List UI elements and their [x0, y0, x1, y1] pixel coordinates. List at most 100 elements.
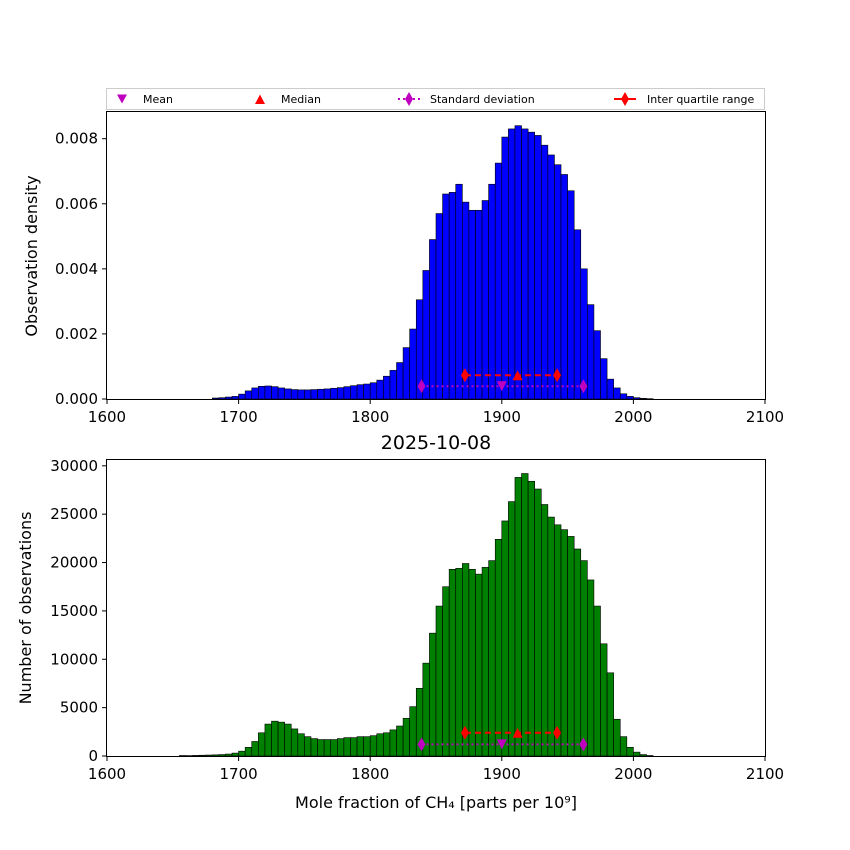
counts-y-axis-label: Number of observations	[16, 512, 35, 705]
density-bar	[350, 385, 358, 400]
density-bar	[633, 397, 641, 400]
mean-marker-icon	[117, 94, 127, 104]
counts-bar	[244, 746, 253, 757]
density-bar	[409, 328, 417, 400]
density-std-endpoint	[579, 379, 588, 394]
counts-bar	[251, 741, 259, 757]
density-bar	[481, 200, 489, 400]
density-bar	[343, 386, 351, 400]
counts-axes-frame	[106, 459, 766, 757]
counts-bar	[258, 732, 266, 757]
density-bar	[442, 193, 450, 400]
counts-bar	[205, 754, 213, 757]
counts-y-tick-label: 30000	[50, 457, 98, 475]
density-bar	[527, 131, 535, 400]
counts-y-tick-label: 5000	[60, 699, 98, 717]
counts-bar	[396, 725, 404, 757]
counts-bar	[343, 737, 351, 757]
counts-bar	[409, 706, 417, 757]
counts-iqr-endpoint	[553, 725, 562, 740]
counts-bar	[317, 739, 325, 757]
counts-bar	[218, 754, 226, 757]
density-mean-marker	[496, 381, 507, 392]
counts-mean-marker	[496, 739, 507, 750]
density-bar	[448, 192, 457, 400]
counts-std-endpoint	[417, 737, 426, 752]
density-bar	[639, 398, 647, 400]
counts-bar	[323, 739, 332, 757]
counts-x-tick-label: 1700	[220, 765, 258, 783]
density-x-tick-label: 2000	[614, 408, 652, 426]
counts-y-tick-label: 20000	[50, 554, 98, 572]
density-histogram-axes: 1600 1700 1800 1900 2000 2100 0.000 0.002 0.004…	[22, 111, 784, 426]
density-y-tick-label: 0.008	[55, 130, 98, 148]
counts-bar	[633, 751, 641, 757]
density-bar	[580, 268, 588, 400]
legend-item-standard-deviation: Standard deviation	[398, 92, 535, 106]
counts-bar	[442, 586, 450, 757]
counts-bar	[626, 746, 634, 757]
density-bar	[567, 190, 575, 400]
counts-bar	[350, 737, 358, 757]
counts-bar	[383, 732, 391, 757]
counts-bar	[310, 738, 318, 757]
counts-statistics-markers	[417, 725, 588, 752]
counts-bars	[179, 473, 654, 757]
density-bar	[593, 330, 601, 400]
counts-bar	[290, 728, 299, 757]
density-bar	[356, 384, 364, 400]
counts-bar	[304, 736, 312, 757]
density-bar	[435, 213, 443, 400]
counts-bar	[435, 605, 443, 757]
density-bar	[626, 396, 634, 400]
density-median-marker	[512, 370, 523, 381]
legend-label-median: Median	[281, 93, 321, 106]
density-std-endpoint	[417, 379, 426, 394]
counts-bar	[540, 504, 549, 757]
legend-label-standard-deviation: Standard deviation	[430, 93, 535, 106]
density-bar	[514, 125, 522, 400]
density-y-tick-label: 0.000	[55, 390, 98, 408]
counts-std-endpoint	[579, 737, 588, 752]
counts-y-tick-label: 15000	[50, 602, 98, 620]
density-bar	[475, 209, 483, 400]
counts-bar	[455, 568, 463, 757]
counts-x-tick-label: 1600	[88, 765, 126, 783]
density-statistics-markers	[417, 368, 588, 394]
counts-bar	[238, 750, 246, 757]
counts-bar	[587, 579, 595, 757]
counts-y-tick-label: 10000	[50, 650, 98, 668]
legend-label-inter-quartile-range: Inter quartile range	[647, 93, 754, 106]
density-bar	[508, 128, 516, 400]
counts-bar	[211, 754, 220, 757]
legend-item-inter-quartile-range: Inter quartile range	[614, 92, 754, 106]
density-bar	[501, 136, 509, 400]
counts-x-ticks: 1600 1700 1800 1900 2000 2100	[88, 756, 784, 783]
counts-y-ticks: 0 5000 10000 15000 20000 25000 30000	[50, 457, 107, 765]
counts-bar	[336, 738, 345, 757]
density-bar	[389, 370, 397, 400]
counts-bar	[475, 573, 483, 757]
counts-bar	[369, 735, 378, 757]
counts-iqr-endpoint	[460, 725, 469, 740]
density-bar	[573, 229, 582, 400]
counts-bar	[580, 560, 588, 757]
density-y-tick-label: 0.002	[55, 325, 98, 343]
density-bar	[488, 183, 496, 400]
density-bar	[231, 396, 239, 400]
density-bar	[494, 162, 503, 400]
density-y-axis-label: Observation density	[22, 175, 41, 336]
counts-bar	[600, 643, 608, 757]
density-bar	[238, 393, 246, 400]
density-bar	[271, 386, 279, 400]
density-bar	[251, 387, 259, 400]
density-bar	[587, 304, 595, 400]
density-bar	[402, 347, 410, 400]
counts-x-tick-label: 2000	[614, 765, 652, 783]
statistics-legend: Mean Median Standard deviation Inter qua…	[106, 88, 765, 110]
density-x-tick-label: 2100	[746, 408, 784, 426]
counts-bar	[554, 524, 562, 757]
density-bar	[455, 183, 463, 400]
legend-frame	[106, 88, 765, 110]
counts-bar	[613, 718, 621, 757]
